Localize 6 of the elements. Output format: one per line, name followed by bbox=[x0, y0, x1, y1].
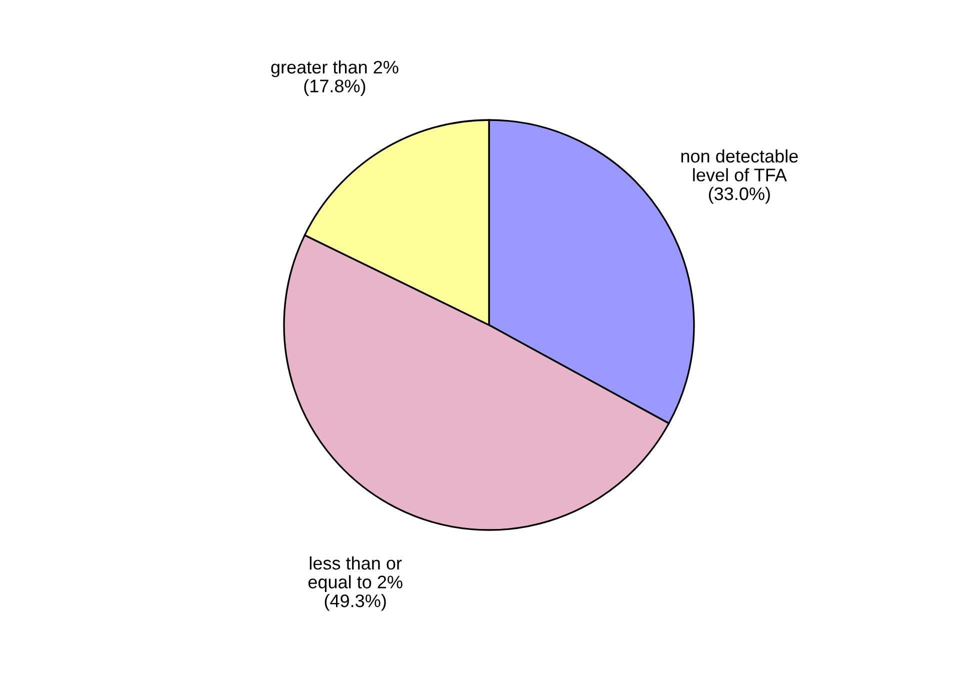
data-label: (49.3%) bbox=[324, 594, 386, 611]
data-label: (33.0%) bbox=[708, 186, 770, 204]
data-label: (17.8%) bbox=[304, 79, 366, 96]
slice-label: non detectable level of TFA bbox=[681, 149, 798, 182]
slice-label: greater than 2% bbox=[271, 60, 398, 78]
slice-label: less than or equal to 2% bbox=[308, 556, 402, 592]
